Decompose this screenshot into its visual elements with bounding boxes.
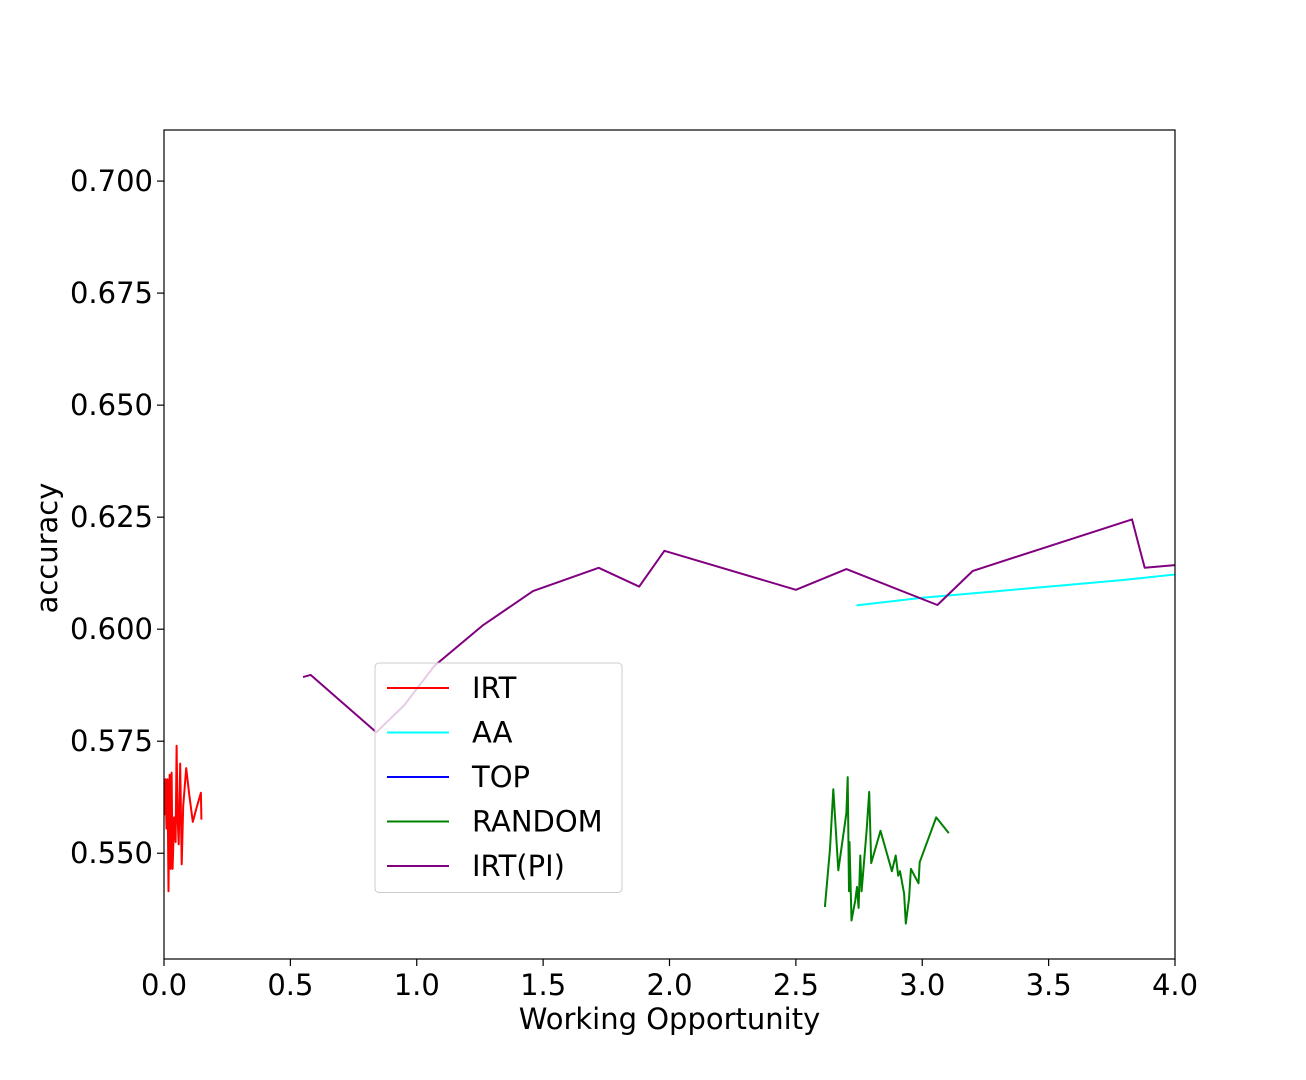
- y-tick-label: 0.550: [70, 836, 153, 870]
- x-tick-label: 4.0: [1152, 968, 1198, 1002]
- y-tick-label: 0.600: [70, 612, 153, 646]
- y-tick-label: 0.575: [70, 724, 153, 758]
- y-tick-label: 0.650: [70, 388, 153, 422]
- y-tick-label: 0.700: [70, 164, 153, 198]
- legend-box: [374, 662, 623, 893]
- series-line-irt: [164, 744, 203, 893]
- legend-label: AA: [472, 716, 513, 750]
- legend-label: IRT: [472, 671, 517, 705]
- x-tick-label: 0.5: [267, 968, 313, 1002]
- y-tick-label: 0.625: [70, 500, 153, 534]
- series-line-aa: [856, 573, 1175, 607]
- x-tick-label: 0.0: [141, 968, 187, 1002]
- legend: IRT AA TOP RANDOM IRT(PI): [374, 662, 623, 893]
- x-tick-label: 3.5: [1026, 968, 1072, 1002]
- y-axis-ticks: 0.550 0.575 0.600 0.625 0.650 0.675 0.700: [70, 164, 164, 870]
- series-line-random: [823, 776, 950, 925]
- x-axis-title: Working Opportunity: [519, 1002, 821, 1036]
- legend-label: IRT(PI): [472, 849, 565, 883]
- x-axis-ticks: 0.0 0.5 1.0 1.5 2.0 2.5 3.0 3.5 4.0: [141, 959, 1198, 1002]
- x-tick-label: 1.5: [520, 968, 566, 1002]
- x-tick-label: 1.0: [394, 968, 440, 1002]
- x-tick-label: 2.0: [646, 968, 692, 1002]
- y-axis-title: accuracy: [30, 483, 64, 614]
- legend-label: TOP: [471, 760, 530, 794]
- y-tick-label: 0.675: [70, 276, 153, 310]
- plot-area: [164, 130, 1175, 959]
- legend-label: RANDOM: [472, 805, 603, 839]
- x-tick-label: 2.5: [773, 968, 819, 1002]
- x-tick-label: 3.0: [899, 968, 945, 1002]
